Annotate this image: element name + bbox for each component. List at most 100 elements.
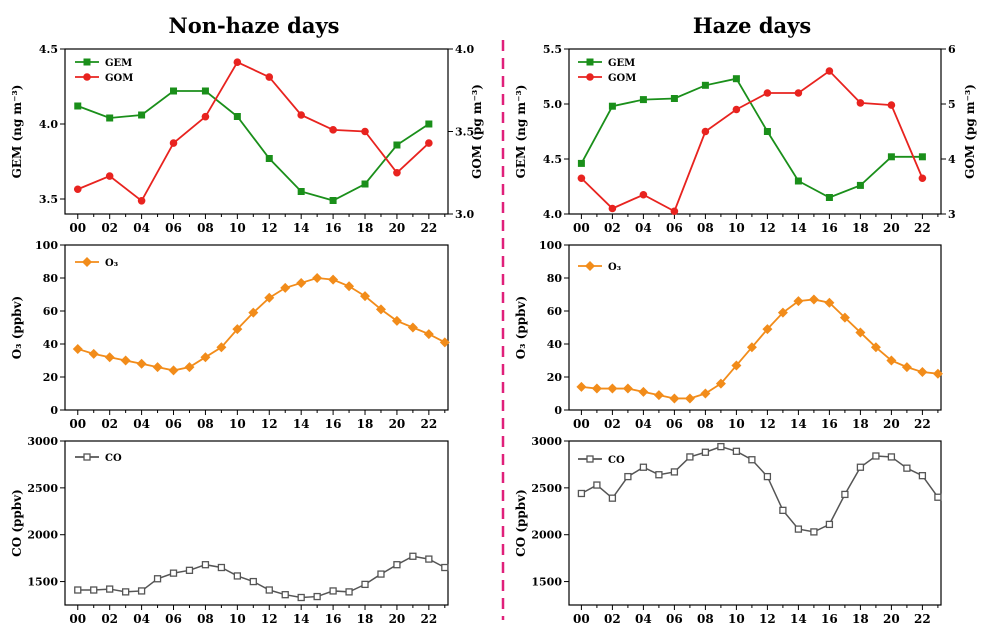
nonhaze-o3-s0-point-3 [121,356,131,366]
haze-co-s0-point-16 [826,521,832,527]
haze-mercury-ytick-label-0: 4.0 [543,208,562,221]
haze-o3-s0-point-4 [638,387,648,397]
nonhaze-o3-s0-point-2 [105,352,115,362]
nonhaze-co-s0-point-4 [139,588,145,594]
nonhaze-co-ytick-label-0: 1500 [27,576,58,589]
haze-co-s0-point-20 [888,454,894,460]
haze-mercury-s0-point-5 [733,75,740,82]
haze-co-s0-point-9 [718,444,724,450]
haze-co-xtick-label-6: 12 [759,612,776,623]
haze-co-xtick-label-11: 22 [914,612,931,623]
nonhaze-co-s0-point-21 [410,553,416,559]
haze-mercury-xtick-label-8: 16 [821,221,838,235]
nonhaze-mercury-s1-point-0 [74,185,82,193]
nonhaze-mercury-legend-s0-point-0 [84,59,91,66]
haze-mercury-y2tick-label-2: 5 [948,98,956,111]
nonhaze-o3-s0-point-13 [280,283,290,293]
haze-mercury-xtick-label-7: 14 [790,221,807,235]
haze-o3-s0-point-15 [809,294,819,304]
nonhaze-co-xtick-label-5: 10 [229,612,246,623]
haze-co-s0-point-17 [842,491,848,497]
haze-mercury-xtick-label-4: 08 [697,221,714,235]
haze-co-ytick-label-1: 2000 [531,529,562,542]
haze-mercury-s0-point-9 [857,182,864,189]
nonhaze-co-ytick-label-3: 3000 [27,435,58,448]
haze-mercury-xtick-label-6: 12 [759,221,776,235]
nonhaze-o3-s0-point-14 [296,278,306,288]
haze-o3-xtick-label-6: 12 [759,417,776,431]
nonhaze-o3-s0-point-8 [200,352,210,362]
nonhaze-mercury-s1-point-10 [393,169,401,177]
nonhaze-co-xtick-label-4: 08 [197,612,214,623]
haze-o3-ytick-label-5: 100 [539,239,562,252]
haze-o3-xtick-label-0: 00 [573,417,590,431]
nonhaze-mercury-s1-point-11 [425,139,433,147]
nonhaze-co-s0-point-9 [218,565,224,571]
haze-co-ylabel: CO (ppbv) [514,489,528,557]
haze-co-xtick-label-10: 20 [883,612,900,623]
nonhaze-mercury-s1-point-3 [170,139,178,147]
nonhaze-co-series-0-line [78,556,445,597]
haze-mercury-xtick-label-1: 02 [604,221,621,235]
nonhaze-mercury-s0-point-0 [74,103,81,110]
haze-o3-series-0-line [581,299,938,398]
haze-mercury-s1-point-5 [733,106,741,114]
nonhaze-co-s0-point-3 [123,589,129,595]
haze-co-xtick-label-4: 08 [697,612,714,623]
haze-mercury-s1-point-3 [671,207,679,215]
haze-mercury-s1-point-8 [826,67,834,75]
nonhaze-mercury-ytick-label-1: 4.0 [39,118,58,131]
nonhaze-o3-s0-point-16 [328,275,338,285]
haze-co-xtick-label-1: 02 [604,612,621,623]
nonhaze-co-s0-point-10 [234,573,240,579]
nonhaze-mercury-y2tick-label-2: 4.0 [455,43,474,56]
nonhaze-mercury-s0-point-9 [362,181,369,188]
nonhaze-o3-xtick-label-1: 02 [101,417,118,431]
haze-mercury-s0-point-3 [671,95,678,102]
haze-mercury-ytick-label-2: 5.0 [543,98,562,111]
haze-mercury-y2label: GOM (pg m⁻³) [963,84,977,179]
haze-co-s0-point-8 [702,449,708,455]
nonhaze-co-xtick-label-6: 12 [261,612,278,623]
haze-mercury-xtick-label-3: 06 [666,221,683,235]
haze-mercury-s1-point-2 [640,191,648,199]
haze-o3-ytick-label-2: 40 [547,338,563,351]
nonhaze-mercury-s1-point-7 [297,111,305,119]
nonhaze-co-s0-point-23 [442,565,448,571]
nonhaze-co-xtick-label-8: 16 [325,612,342,623]
haze-o3-s0-point-22 [917,367,927,377]
nonhaze-co-s0-point-11 [250,579,256,585]
haze-mercury-xtick-label-10: 20 [883,221,900,235]
haze-co-xtick-label-8: 16 [821,612,838,623]
nonhaze-o3-xtick-label-0: 00 [69,417,86,431]
nonhaze-mercury-s1-point-4 [202,113,210,121]
nonhaze-o3-s0-point-6 [169,365,179,375]
nonhaze-co-xtick-label-3: 06 [165,612,182,623]
nonhaze-co-s0-point-12 [266,587,272,593]
haze-co-s0-point-10 [733,448,739,454]
nonhaze-co-ylabel: CO (ppbv) [10,489,24,557]
nonhaze-o3-ytick-label-4: 80 [43,272,59,285]
haze-mercury-s1-point-7 [795,89,803,97]
nonhaze-o3-s0-point-21 [408,323,418,333]
nonhaze-co-ytick-label-2: 2500 [27,482,58,495]
haze-co-xtick-label-2: 04 [635,612,652,623]
nonhaze-mercury-s1-point-8 [329,126,337,134]
haze-co-s0-point-13 [780,507,786,513]
haze-mercury-ytick-label-1: 4.5 [543,153,562,166]
nonhaze-mercury-ytick-label-0: 3.5 [39,193,58,206]
nonhaze-co-s0-point-7 [186,567,192,573]
haze-mercury-s1-point-6 [764,89,772,97]
nonhaze-mercury-xtick-label-1: 02 [101,221,118,235]
nonhaze-mercury-y2label: GOM (pg m⁻³) [470,84,484,179]
nonhaze-mercury-xtick-label-8: 16 [325,221,342,235]
nonhaze-o3-legend-s0-point-0 [82,257,92,267]
nonhaze-mercury-s0-point-1 [106,115,113,122]
nonhaze-mercury-legend-label-0: GEM [105,58,132,69]
haze-mercury-y2tick-label-1: 4 [948,153,956,166]
haze-co-xtick-label-5: 10 [728,612,745,623]
nonhaze-mercury-xtick-label-10: 20 [389,221,406,235]
haze-mercury-s0-point-4 [702,82,709,89]
nonhaze-mercury-xtick-label-2: 04 [133,221,150,235]
haze-mercury-s1-point-4 [702,128,710,136]
